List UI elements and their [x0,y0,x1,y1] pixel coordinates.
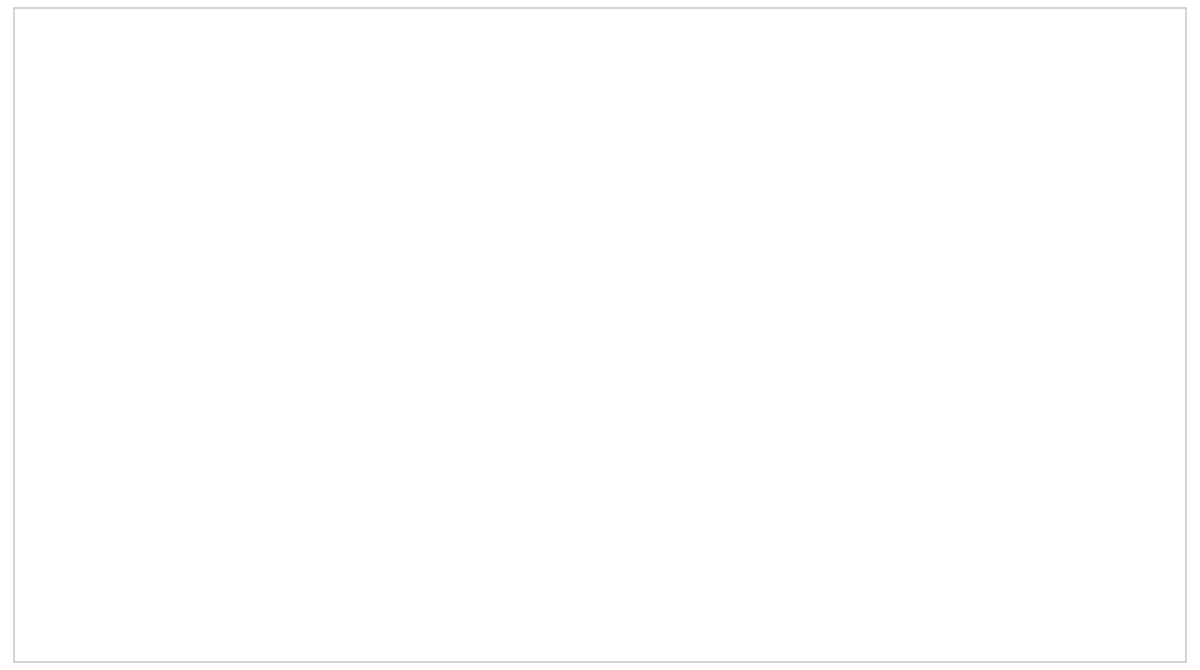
Text: at reduced pressure of 2 and reduced temperature of 1.3. At: at reduced pressure of 2 and reduced tem… [58,163,1070,196]
FancyBboxPatch shape [58,519,424,606]
Text: At inlet, in a steady flow process, 1.3 kg/s of nitrogen is initially: At inlet, in a steady flow process, 1.3 … [58,84,1116,117]
Text: of total enthalpy for this process? Use $c_{p}$ = 1.039 kJ/kg K.: of total enthalpy for this process? Use … [58,400,1015,441]
Text: the exit, the reduced pressure is 3 and the reduced temperature: the exit, the reduced pressure is 3 and … [58,242,1136,275]
Text: is 1.7. Using compressibility charts, what is the rate of change: is 1.7. Using compressibility charts, wh… [58,321,1100,354]
Text: Express your answer in kW.: Express your answer in kW. [58,479,516,512]
